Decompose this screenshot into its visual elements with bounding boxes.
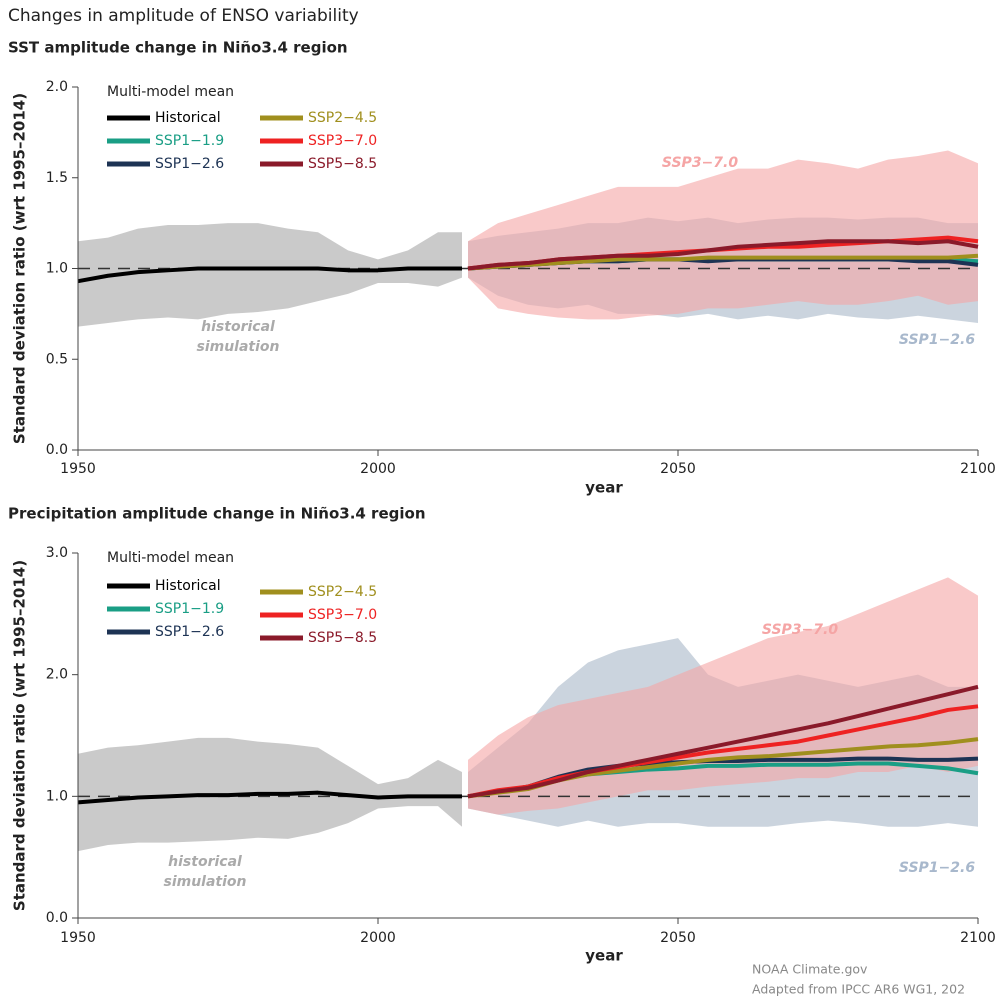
x-tick-label: 1950	[60, 930, 96, 946]
legend-title: Multi-model mean	[107, 84, 234, 100]
legend-label: SSP1−2.6	[155, 156, 224, 172]
x-tick-label: 2000	[360, 930, 396, 946]
legend-label: SSP1−1.9	[155, 601, 224, 617]
band-annotation: historical	[168, 854, 242, 870]
series-line	[467, 684, 979, 799]
y-tick-label: 2.0	[46, 79, 68, 95]
x-tick-label: 2050	[660, 461, 696, 477]
band-annotation: simulation	[163, 874, 246, 890]
chart-title: SST amplitude change in Niño3.4 region	[8, 39, 348, 57]
y-tick-label: 0.0	[46, 442, 68, 458]
legend-label: SSP3−7.0	[308, 133, 377, 149]
series-line	[77, 266, 462, 284]
x-tick-label: 1950	[60, 461, 96, 477]
y-tick-label: 0.0	[46, 910, 68, 926]
band-annotation: simulation	[196, 339, 279, 355]
credit: NOAA Climate.gov	[752, 962, 868, 977]
legend-label: SSP3−7.0	[308, 607, 377, 623]
page-title: Changes in amplitude of ENSO variability	[8, 6, 359, 26]
legend-label: SSP5−8.5	[308, 630, 377, 646]
chart-title: Precipitation amplitude change in Niño3.…	[8, 505, 426, 523]
x-tick-label: 2000	[360, 461, 396, 477]
x-tick-label: 2050	[660, 930, 696, 946]
series-line	[467, 239, 979, 271]
y-tick-label: 1.0	[46, 788, 68, 804]
legend-label: SSP1−2.6	[155, 624, 224, 640]
y-tick-label: 3.0	[46, 545, 68, 561]
legend-label: SSP1−1.9	[155, 133, 224, 149]
y-tick-label: 1.0	[46, 261, 68, 277]
y-axis-label: Standard deviation ratio (wrt 1995–2014)	[11, 560, 29, 911]
y-tick-label: 1.5	[46, 170, 68, 186]
band-annotation: SSP1−2.6	[899, 860, 975, 876]
range-band	[468, 577, 978, 815]
band-annotation: SSP3−7.0	[662, 155, 738, 171]
y-tick-label: 0.5	[46, 351, 68, 367]
legend-label: Historical	[155, 578, 221, 594]
legend-label: SSP5−8.5	[308, 156, 377, 172]
credit: Adapted from IPCC AR6 WG1, 202	[752, 982, 965, 997]
band-annotation: SSP3−7.0	[762, 622, 838, 638]
legend-label: SSP2−4.5	[308, 584, 377, 600]
range-band	[468, 150, 978, 320]
x-axis-label: year	[585, 479, 623, 497]
legend-label: SSP2−4.5	[308, 110, 377, 126]
x-tick-label: 2100	[960, 930, 996, 946]
legend-label: Historical	[155, 110, 221, 126]
y-tick-label: 2.0	[46, 667, 68, 683]
series-line	[467, 704, 979, 799]
legend-title: Multi-model mean	[107, 550, 234, 566]
band-annotation: SSP1−2.6	[899, 332, 975, 348]
x-axis-label: year	[585, 947, 623, 965]
range-band	[78, 223, 462, 327]
x-tick-label: 2100	[960, 461, 996, 477]
series-line	[77, 790, 462, 805]
band-annotation: historical	[201, 319, 275, 335]
y-axis-label: Standard deviation ratio (wrt 1995–2014)	[11, 93, 29, 444]
series-line	[467, 253, 979, 271]
